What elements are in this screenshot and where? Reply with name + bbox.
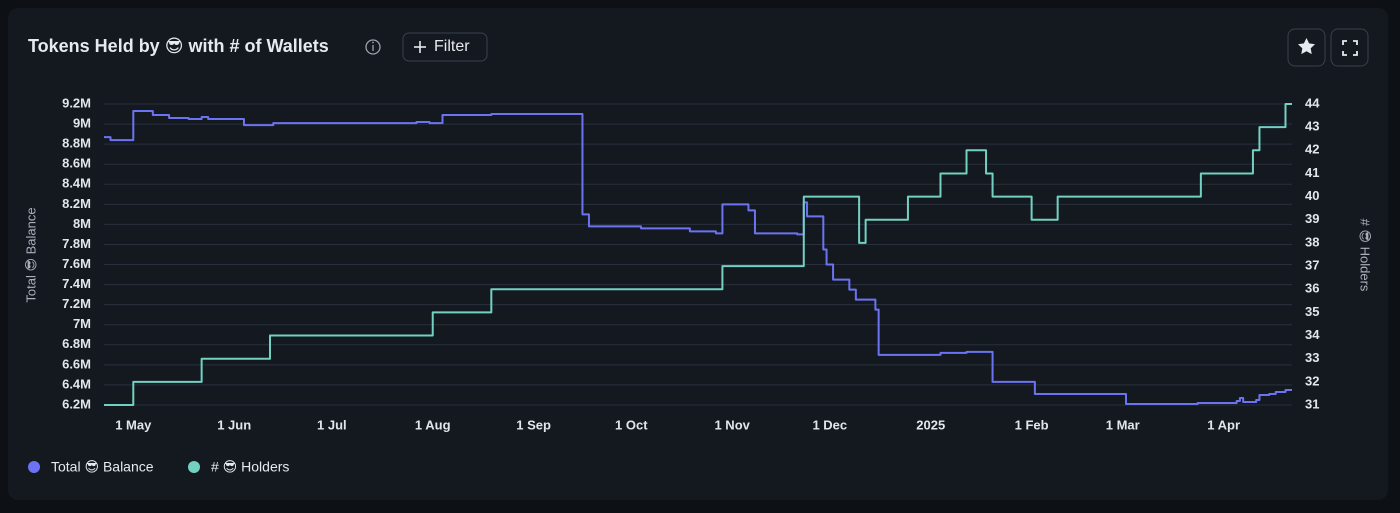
x-tick-label: 1 Apr [1207, 417, 1240, 432]
y2-tick-label: 39 [1305, 211, 1319, 226]
y2-tick-label: 31 [1305, 396, 1319, 411]
card [8, 8, 1388, 500]
x-tick-label: 1 Nov [714, 417, 750, 432]
y2-tick-label: 34 [1305, 327, 1320, 342]
info-icon[interactable] [365, 39, 381, 55]
filter-label: Filter [434, 38, 470, 55]
x-tick-label: 1 Dec [812, 417, 847, 432]
y2-axis-label: # 😎 Holders [1358, 219, 1373, 292]
legend-marker [188, 461, 200, 473]
x-tick-label: 1 May [115, 417, 152, 432]
series-line [104, 110, 1292, 405]
x-tick-label: 1 Sep [516, 417, 551, 432]
legend-marker [28, 461, 40, 473]
y-tick-label: 7.8M [62, 236, 91, 251]
y-tick-label: 6.6M [62, 356, 91, 371]
y2-tick-label: 37 [1305, 258, 1319, 273]
filter-button[interactable]: Filter [402, 32, 488, 62]
fullscreen-button[interactable] [1330, 28, 1369, 67]
y2-tick-label: 41 [1305, 165, 1319, 180]
x-tick-label: 1 Oct [615, 417, 648, 432]
y-tick-label: 7.6M [62, 256, 91, 271]
y2-tick-label: 42 [1305, 142, 1319, 157]
y2-tick-label: 32 [1305, 373, 1319, 388]
y-tick-label: 7.4M [62, 276, 91, 291]
y-tick-label: 9.2M [62, 95, 91, 110]
y-tick-label: 9M [73, 116, 91, 131]
y-tick-label: 8.6M [62, 156, 91, 171]
y2-tick-label: 40 [1305, 188, 1319, 203]
x-tick-label: 1 Jul [317, 417, 347, 432]
y-tick-label: 6.2M [62, 396, 91, 411]
x-tick-label: 1 Mar [1106, 417, 1140, 432]
x-tick-label: 2025 [916, 417, 945, 432]
chart-title: Tokens Held by 😎 with # of Wallets [28, 36, 329, 56]
legend-label: Total 😎 Balance [51, 459, 154, 475]
x-tick-label: 1 Jun [217, 417, 251, 432]
y2-tick-label: 36 [1305, 281, 1319, 296]
y-tick-label: 6.4M [62, 376, 91, 391]
y-tick-label: 6.8M [62, 336, 91, 351]
y-tick-label: 7.2M [62, 296, 91, 311]
y-tick-label: 7M [73, 316, 91, 331]
favorite-button[interactable] [1287, 28, 1326, 67]
x-tick-label: 1 Feb [1015, 417, 1049, 432]
y-tick-label: 8.8M [62, 136, 91, 151]
y-tick-label: 8.4M [62, 176, 91, 191]
y-tick-label: 8M [73, 216, 91, 231]
y-axis-label: Total 😎 Balance [23, 207, 38, 302]
y2-tick-label: 38 [1305, 234, 1319, 249]
legend-label: # 😎 Holders [211, 459, 289, 475]
series-line [104, 103, 1292, 406]
x-tick-label: 1 Aug [415, 417, 451, 432]
y2-tick-label: 35 [1305, 304, 1319, 319]
y2-tick-label: 43 [1305, 119, 1319, 134]
y2-tick-label: 44 [1305, 95, 1320, 110]
y-tick-label: 8.2M [62, 196, 91, 211]
y2-tick-label: 33 [1305, 350, 1319, 365]
